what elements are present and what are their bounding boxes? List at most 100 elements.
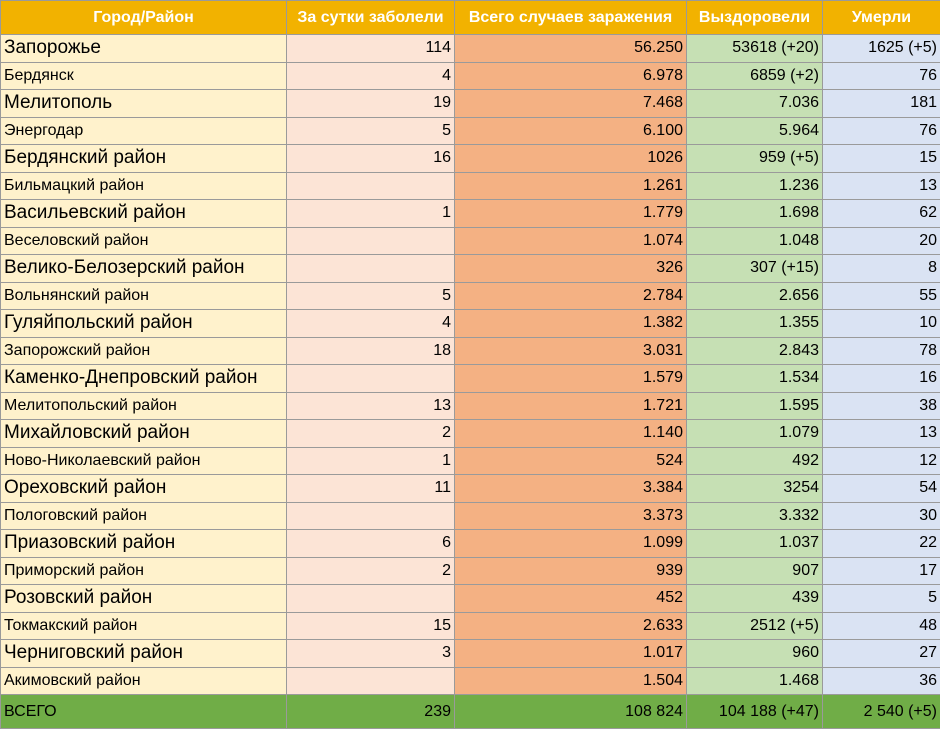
cell-died: 15	[823, 145, 940, 173]
cell-name: Бердянский район	[1, 145, 287, 173]
cell-died: 8	[823, 255, 940, 283]
cell-name: Энергодар	[1, 117, 287, 145]
cell-recovered: 1.595	[687, 392, 823, 420]
cell-died: 13	[823, 420, 940, 448]
cell-died: 20	[823, 227, 940, 255]
total-cell-died: 2 540 (+5)	[823, 695, 940, 729]
cell-name: Веселовский район	[1, 227, 287, 255]
cell-day	[287, 227, 455, 255]
cell-died: 36	[823, 667, 940, 695]
cell-name: Пологовский район	[1, 502, 287, 530]
cell-died: 22	[823, 530, 940, 558]
cell-total: 3.384	[455, 475, 687, 503]
cell-day: 11	[287, 475, 455, 503]
cell-day	[287, 172, 455, 200]
cell-recovered: 1.534	[687, 365, 823, 393]
cell-name: Черниговский район	[1, 640, 287, 668]
header-day: За сутки заболели	[287, 1, 455, 35]
cell-died: 10	[823, 310, 940, 338]
cell-total: 1026	[455, 145, 687, 173]
cell-day	[287, 255, 455, 283]
cell-died: 30	[823, 502, 940, 530]
cell-name: Приазовский район	[1, 530, 287, 558]
cell-total: 6.100	[455, 117, 687, 145]
total-cell-name: ВСЕГО	[1, 695, 287, 729]
cell-recovered: 1.355	[687, 310, 823, 338]
cell-day	[287, 502, 455, 530]
total-cell-recovered: 104 188 (+47)	[687, 695, 823, 729]
cell-recovered: 53618 (+20)	[687, 35, 823, 63]
header-died: Умерли	[823, 1, 940, 35]
cell-total: 1.099	[455, 530, 687, 558]
cell-day: 19	[287, 90, 455, 118]
cell-recovered: 1.468	[687, 667, 823, 695]
cell-day: 15	[287, 612, 455, 640]
cell-day: 2	[287, 557, 455, 585]
cell-name: Каменко-Днепровский район	[1, 365, 287, 393]
cell-total: 1.504	[455, 667, 687, 695]
cell-died: 62	[823, 200, 940, 228]
cell-recovered: 1.236	[687, 172, 823, 200]
cell-total: 2.784	[455, 282, 687, 310]
cell-total: 6.978	[455, 62, 687, 90]
cell-day: 5	[287, 117, 455, 145]
cell-recovered: 959 (+5)	[687, 145, 823, 173]
cell-name: Вольнянский район	[1, 282, 287, 310]
cell-total: 1.779	[455, 200, 687, 228]
cell-name: Мелитопольский район	[1, 392, 287, 420]
cell-total: 1.140	[455, 420, 687, 448]
cell-day: 1	[287, 447, 455, 475]
cell-recovered: 7.036	[687, 90, 823, 118]
cell-recovered: 1.048	[687, 227, 823, 255]
cell-total: 939	[455, 557, 687, 585]
cell-recovered: 2512 (+5)	[687, 612, 823, 640]
total-cell-total: 108 824	[455, 695, 687, 729]
total-cell-day: 239	[287, 695, 455, 729]
cell-died: 13	[823, 172, 940, 200]
header-row: Город/Район За сутки заболели Всего случ…	[1, 1, 940, 35]
cell-name: Акимовский район	[1, 667, 287, 695]
cell-died: 27	[823, 640, 940, 668]
cell-total: 1.382	[455, 310, 687, 338]
cell-name: Ореховский район	[1, 475, 287, 503]
cell-recovered: 1.079	[687, 420, 823, 448]
cell-recovered: 2.656	[687, 282, 823, 310]
cell-total: 1.074	[455, 227, 687, 255]
cell-day: 114	[287, 35, 455, 63]
cell-name: Запорожье	[1, 35, 287, 63]
cell-day	[287, 667, 455, 695]
cell-name: Запорожский район	[1, 337, 287, 365]
cell-total: 3.031	[455, 337, 687, 365]
cell-day: 1	[287, 200, 455, 228]
cell-recovered: 6859 (+2)	[687, 62, 823, 90]
cell-name: Васильевский район	[1, 200, 287, 228]
header-total: Всего случаев заражения	[455, 1, 687, 35]
cell-recovered: 3254	[687, 475, 823, 503]
cell-name: Приморский район	[1, 557, 287, 585]
cell-died: 78	[823, 337, 940, 365]
cell-name: Мелитополь	[1, 90, 287, 118]
cell-total: 1.261	[455, 172, 687, 200]
cell-total: 1.017	[455, 640, 687, 668]
cell-day: 6	[287, 530, 455, 558]
cell-died: 17	[823, 557, 940, 585]
cell-died: 76	[823, 117, 940, 145]
cell-total: 2.633	[455, 612, 687, 640]
cell-day	[287, 365, 455, 393]
cell-recovered: 5.964	[687, 117, 823, 145]
